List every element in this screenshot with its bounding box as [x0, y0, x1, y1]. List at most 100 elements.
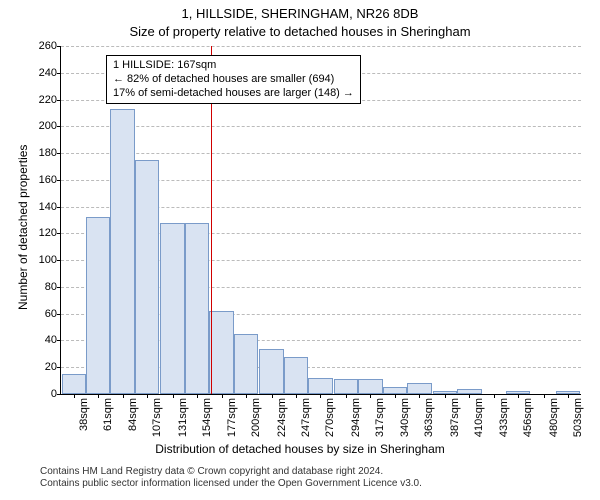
annotation-box: 1 HILLSIDE: 167sqm ← 82% of detached hou…: [106, 55, 361, 104]
x-tick: [296, 394, 297, 398]
y-tick: [57, 100, 61, 101]
page-title: 1, HILLSIDE, SHERINGHAM, NR26 8DB: [0, 6, 600, 21]
histogram-bar: [185, 223, 209, 394]
x-tick: [320, 394, 321, 398]
gridline: [61, 126, 581, 127]
x-tick-label: 340sqm: [399, 398, 411, 437]
x-tick-label: 363sqm: [423, 398, 435, 437]
histogram-bar: [86, 217, 110, 394]
x-tick: [395, 394, 396, 398]
x-tick: [173, 394, 174, 398]
x-tick: [544, 394, 545, 398]
histogram-bar: [308, 378, 332, 394]
y-tick: [57, 287, 61, 288]
footer-line-1: Contains HM Land Registry data © Crown c…: [40, 466, 600, 478]
histogram-bar: [62, 374, 86, 394]
x-tick: [518, 394, 519, 398]
y-tick: [57, 73, 61, 74]
y-tick-label: 120: [39, 227, 57, 239]
y-axis-label: Number of detached properties: [16, 145, 30, 310]
y-tick-label: 160: [39, 174, 57, 186]
y-tick: [57, 126, 61, 127]
x-tick-label: 480sqm: [548, 398, 560, 437]
y-tick-label: 0: [51, 388, 57, 400]
x-tick: [197, 394, 198, 398]
x-tick-label: 433sqm: [498, 398, 510, 437]
y-tick-label: 80: [45, 281, 57, 293]
y-tick-label: 140: [39, 201, 57, 213]
annotation-line-3: 17% of semi-detached houses are larger (…: [113, 87, 354, 101]
x-tick-label: 84sqm: [127, 398, 139, 431]
y-tick: [57, 367, 61, 368]
page-subtitle: Size of property relative to detached ho…: [0, 24, 600, 39]
x-tick-label: 38sqm: [78, 398, 90, 431]
y-tick: [57, 180, 61, 181]
histogram-bar: [284, 357, 308, 394]
annotation-line-2: ← 82% of detached houses are smaller (69…: [113, 73, 354, 87]
footer-line-2: Contains public sector information licen…: [40, 478, 600, 490]
x-axis-label: Distribution of detached houses by size …: [0, 442, 600, 456]
x-tick-label: 131sqm: [177, 398, 189, 437]
x-tick-label: 317sqm: [374, 398, 386, 437]
histogram-bar: [334, 379, 358, 394]
histogram-bar: [160, 223, 184, 394]
histogram-bar: [135, 160, 159, 394]
y-tick-label: 240: [39, 67, 57, 79]
x-tick-label: 107sqm: [151, 398, 163, 437]
histogram-bar: [209, 311, 233, 394]
x-tick: [272, 394, 273, 398]
x-tick-label: 503sqm: [572, 398, 584, 437]
y-tick: [57, 233, 61, 234]
x-tick: [246, 394, 247, 398]
x-tick-label: 294sqm: [350, 398, 362, 437]
y-tick: [57, 207, 61, 208]
y-tick-label: 200: [39, 120, 57, 132]
y-tick: [57, 260, 61, 261]
x-tick-label: 247sqm: [300, 398, 312, 437]
y-tick: [57, 153, 61, 154]
x-tick-label: 61sqm: [102, 398, 114, 431]
y-tick: [57, 394, 61, 395]
x-tick-label: 154sqm: [201, 398, 213, 437]
y-tick-label: 20: [45, 361, 57, 373]
x-tick: [370, 394, 371, 398]
x-tick: [346, 394, 347, 398]
y-tick-label: 260: [39, 40, 57, 52]
x-tick: [445, 394, 446, 398]
x-tick: [469, 394, 470, 398]
gridline: [61, 153, 581, 154]
x-tick: [147, 394, 148, 398]
x-tick: [123, 394, 124, 398]
x-tick: [74, 394, 75, 398]
y-tick-label: 220: [39, 94, 57, 106]
annotation-line-1: 1 HILLSIDE: 167sqm: [113, 59, 354, 73]
histogram-bar: [110, 109, 134, 394]
x-tick: [494, 394, 495, 398]
histogram-bar: [358, 379, 382, 394]
x-tick-label: 177sqm: [226, 398, 238, 437]
x-tick: [419, 394, 420, 398]
x-tick-label: 456sqm: [522, 398, 534, 437]
footer: Contains HM Land Registry data © Crown c…: [0, 466, 600, 490]
x-tick: [568, 394, 569, 398]
histogram-bar: [234, 334, 258, 394]
y-tick: [57, 340, 61, 341]
y-tick-label: 40: [45, 334, 57, 346]
x-tick-label: 410sqm: [473, 398, 485, 437]
histogram-bar: [407, 383, 431, 394]
y-tick: [57, 314, 61, 315]
y-tick-label: 180: [39, 147, 57, 159]
y-tick-label: 100: [39, 254, 57, 266]
histogram-bar: [259, 349, 283, 395]
x-tick: [98, 394, 99, 398]
y-tick-label: 60: [45, 308, 57, 320]
x-tick-label: 270sqm: [324, 398, 336, 437]
x-tick: [222, 394, 223, 398]
gridline: [61, 46, 581, 47]
histogram-bar: [383, 387, 407, 394]
x-tick-label: 224sqm: [276, 398, 288, 437]
x-tick-label: 387sqm: [449, 398, 461, 437]
chart-container: 1, HILLSIDE, SHERINGHAM, NR26 8DB Size o…: [0, 0, 600, 500]
y-tick: [57, 46, 61, 47]
x-tick-label: 200sqm: [250, 398, 262, 437]
